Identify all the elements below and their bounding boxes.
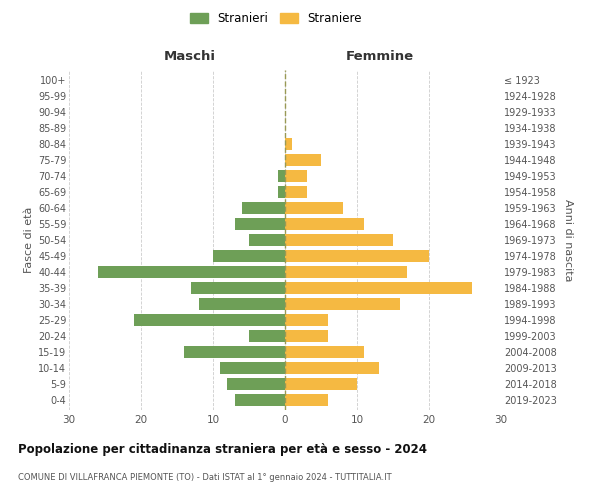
Legend: Stranieri, Straniere: Stranieri, Straniere bbox=[187, 8, 365, 28]
Bar bbox=[278, 186, 285, 198]
Bar bbox=[235, 394, 285, 406]
Bar bbox=[285, 218, 364, 230]
Bar bbox=[285, 378, 357, 390]
Bar bbox=[285, 362, 379, 374]
Bar bbox=[285, 266, 407, 278]
Text: Popolazione per cittadinanza straniera per età e sesso - 2024: Popolazione per cittadinanza straniera p… bbox=[18, 442, 427, 456]
Y-axis label: Fasce di età: Fasce di età bbox=[23, 207, 34, 273]
Bar bbox=[285, 314, 328, 326]
Y-axis label: Anni di nascita: Anni di nascita bbox=[563, 198, 574, 281]
Bar bbox=[285, 282, 472, 294]
Bar bbox=[134, 314, 285, 326]
Bar bbox=[235, 218, 285, 230]
Text: COMUNE DI VILLAFRANCA PIEMONTE (TO) - Dati ISTAT al 1° gennaio 2024 - TUTTITALIA: COMUNE DI VILLAFRANCA PIEMONTE (TO) - Da… bbox=[18, 472, 392, 482]
Bar bbox=[249, 234, 285, 246]
Bar bbox=[278, 170, 285, 182]
Bar bbox=[285, 346, 364, 358]
Bar bbox=[285, 234, 393, 246]
Text: Maschi: Maschi bbox=[164, 50, 216, 63]
Bar bbox=[285, 202, 343, 214]
Bar bbox=[184, 346, 285, 358]
Bar bbox=[285, 138, 292, 150]
Bar bbox=[285, 170, 307, 182]
Bar bbox=[220, 362, 285, 374]
Bar bbox=[285, 154, 321, 166]
Bar bbox=[213, 250, 285, 262]
Bar bbox=[242, 202, 285, 214]
Bar bbox=[249, 330, 285, 342]
Bar bbox=[191, 282, 285, 294]
Text: Femmine: Femmine bbox=[346, 50, 414, 63]
Bar bbox=[285, 394, 328, 406]
Bar bbox=[98, 266, 285, 278]
Bar bbox=[227, 378, 285, 390]
Bar bbox=[285, 298, 400, 310]
Bar bbox=[285, 250, 429, 262]
Bar bbox=[285, 186, 307, 198]
Bar bbox=[199, 298, 285, 310]
Bar bbox=[285, 330, 328, 342]
